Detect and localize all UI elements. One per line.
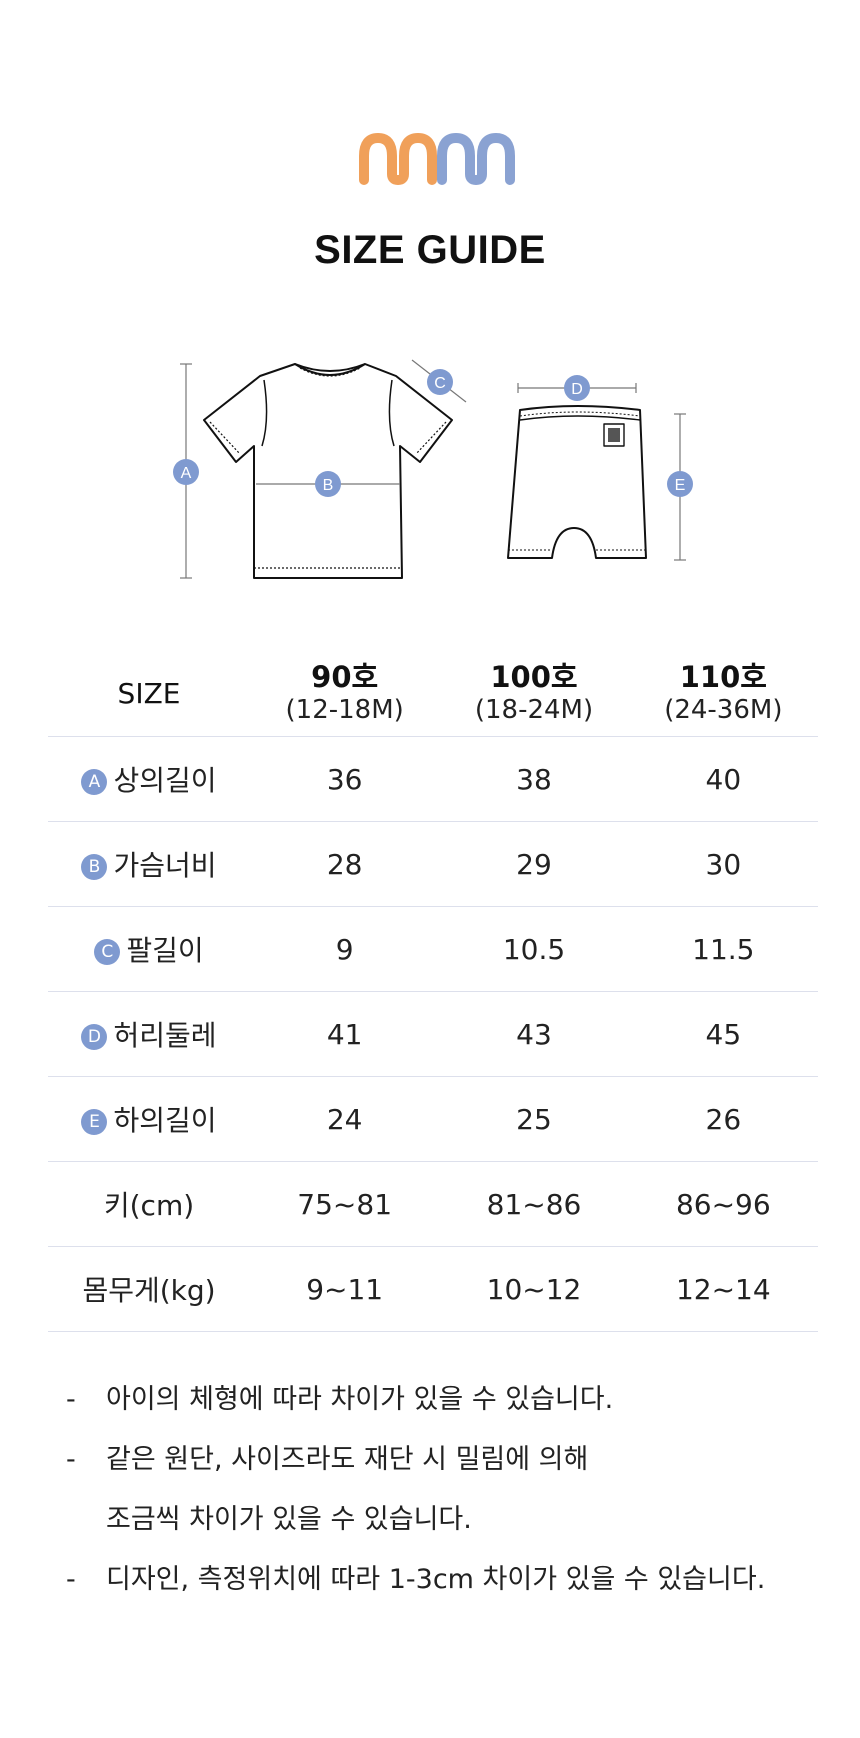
marker-e: E — [667, 471, 693, 497]
badge-b: B — [81, 854, 108, 880]
cell-value: 38 — [439, 736, 629, 822]
shorts-drawing — [507, 405, 647, 559]
note-dash: - — [66, 1564, 76, 1595]
row-label-text: 키(cm) — [103, 1189, 195, 1222]
table-row: E 하의길이 24 25 26 — [48, 1076, 818, 1162]
marker-d: D — [564, 375, 590, 401]
cell-value: 28 — [250, 821, 440, 907]
note-item: - 디자인, 측정위치에 따라 1-3cm 차이가 있을 수 있습니다. — [66, 1550, 826, 1610]
row-label-text: 하의길이 — [113, 1104, 217, 1137]
header-size: 110호 — [679, 660, 767, 694]
cell-value: 43 — [439, 991, 629, 1077]
header-size-label: SIZE — [48, 650, 250, 737]
header-months: (24-36M) — [664, 695, 783, 725]
cell-value: 81~86 — [439, 1161, 629, 1247]
cell-value: 40 — [628, 736, 818, 822]
row-label-text: 상의길이 — [113, 764, 217, 797]
badge-a: A — [81, 769, 108, 795]
table-row: C 팔길이 9 10.5 11.5 — [48, 906, 818, 992]
notes-list: - 아이의 체형에 따라 차이가 있을 수 있습니다. - 같은 원단, 사이즈라도… — [66, 1370, 826, 1610]
row-label-text: 몸무게(kg) — [82, 1274, 216, 1307]
note-text: 디자인, 측정위치에 따라 1-3cm 차이가 있을 수 있습니다. — [106, 1564, 766, 1595]
note-item: - 아이의 체형에 따라 차이가 있을 수 있습니다. — [66, 1370, 826, 1430]
note-dash: - — [66, 1444, 76, 1475]
row-label: B 가슴너비 — [48, 821, 250, 907]
table-row: A 상의길이 36 38 40 — [48, 736, 818, 822]
cell-value: 41 — [250, 991, 440, 1077]
row-label-text: 허리둘레 — [113, 1019, 217, 1052]
row-label: C 팔길이 — [48, 906, 250, 992]
cell-value: 10.5 — [439, 906, 629, 992]
svg-text:B: B — [323, 477, 334, 494]
cell-value: 9~11 — [250, 1246, 440, 1332]
table-header-row: SIZE 90호 (12-18M) 100호 (18-24M) 110호 (24… — [48, 650, 818, 737]
cell-value: 25 — [439, 1076, 629, 1162]
header-months: (12-18M) — [285, 695, 404, 725]
cell-value: 12~14 — [628, 1246, 818, 1332]
table-row: 몸무게(kg) 9~11 10~12 12~14 — [48, 1246, 818, 1332]
row-label: E 하의길이 — [48, 1076, 250, 1162]
cell-value: 10~12 — [439, 1246, 629, 1332]
logo-blue-m — [437, 133, 515, 185]
note-dash: - — [66, 1384, 76, 1415]
garment-diagram: A B C D E — [173, 359, 693, 579]
svg-text:D: D — [571, 381, 583, 398]
svg-text:C: C — [434, 375, 446, 392]
header-col-100: 100호 (18-24M) — [439, 650, 629, 737]
page-title: SIZE GUIDE — [314, 228, 546, 272]
row-label: 키(cm) — [48, 1161, 250, 1247]
table-row: D 허리둘레 41 43 45 — [48, 991, 818, 1077]
svg-text:A: A — [181, 465, 192, 482]
cell-value: 11.5 — [628, 906, 818, 992]
cell-value: 26 — [628, 1076, 818, 1162]
header-size: 90호 — [311, 660, 379, 694]
note-text-continued: 조금씩 차이가 있을 수 있습니다. — [106, 1504, 472, 1535]
note-text: 같은 원단, 사이즈라도 재단 시 밀림에 의해 — [106, 1444, 589, 1475]
cell-value: 9 — [250, 906, 440, 992]
row-label-text: 팔길이 — [126, 934, 204, 967]
header-col-110: 110호 (24-36M) — [628, 650, 818, 737]
size-table: SIZE 90호 (12-18M) 100호 (18-24M) 110호 (24… — [48, 650, 818, 1332]
cell-value: 45 — [628, 991, 818, 1077]
cell-value: 29 — [439, 821, 629, 907]
cell-value: 24 — [250, 1076, 440, 1162]
marker-c: C — [427, 369, 453, 395]
badge-e: E — [81, 1109, 108, 1135]
marker-a: A — [173, 459, 199, 485]
row-label: D 허리둘레 — [48, 991, 250, 1077]
svg-text:E: E — [675, 477, 686, 494]
table-row: B 가슴너비 28 29 30 — [48, 821, 818, 907]
row-label-text: 가슴너비 — [113, 849, 217, 882]
row-label: A 상의길이 — [48, 736, 250, 822]
header-size: 100호 — [490, 660, 578, 694]
row-label: 몸무게(kg) — [48, 1246, 250, 1332]
header-months: (18-24M) — [474, 695, 594, 725]
logo-orange-m — [359, 133, 437, 185]
note-text: 아이의 체형에 따라 차이가 있을 수 있습니다. — [106, 1384, 614, 1415]
cell-value: 86~96 — [628, 1161, 818, 1247]
cell-value: 75~81 — [250, 1161, 440, 1247]
header-col-90: 90호 (12-18M) — [250, 650, 440, 737]
cell-value: 30 — [628, 821, 818, 907]
marker-b: B — [315, 471, 341, 497]
badge-c: C — [94, 939, 121, 965]
table-row: 키(cm) 75~81 81~86 86~96 — [48, 1161, 818, 1247]
badge-d: D — [81, 1024, 108, 1050]
cell-value: 36 — [250, 736, 440, 822]
brand-logo — [359, 133, 515, 185]
